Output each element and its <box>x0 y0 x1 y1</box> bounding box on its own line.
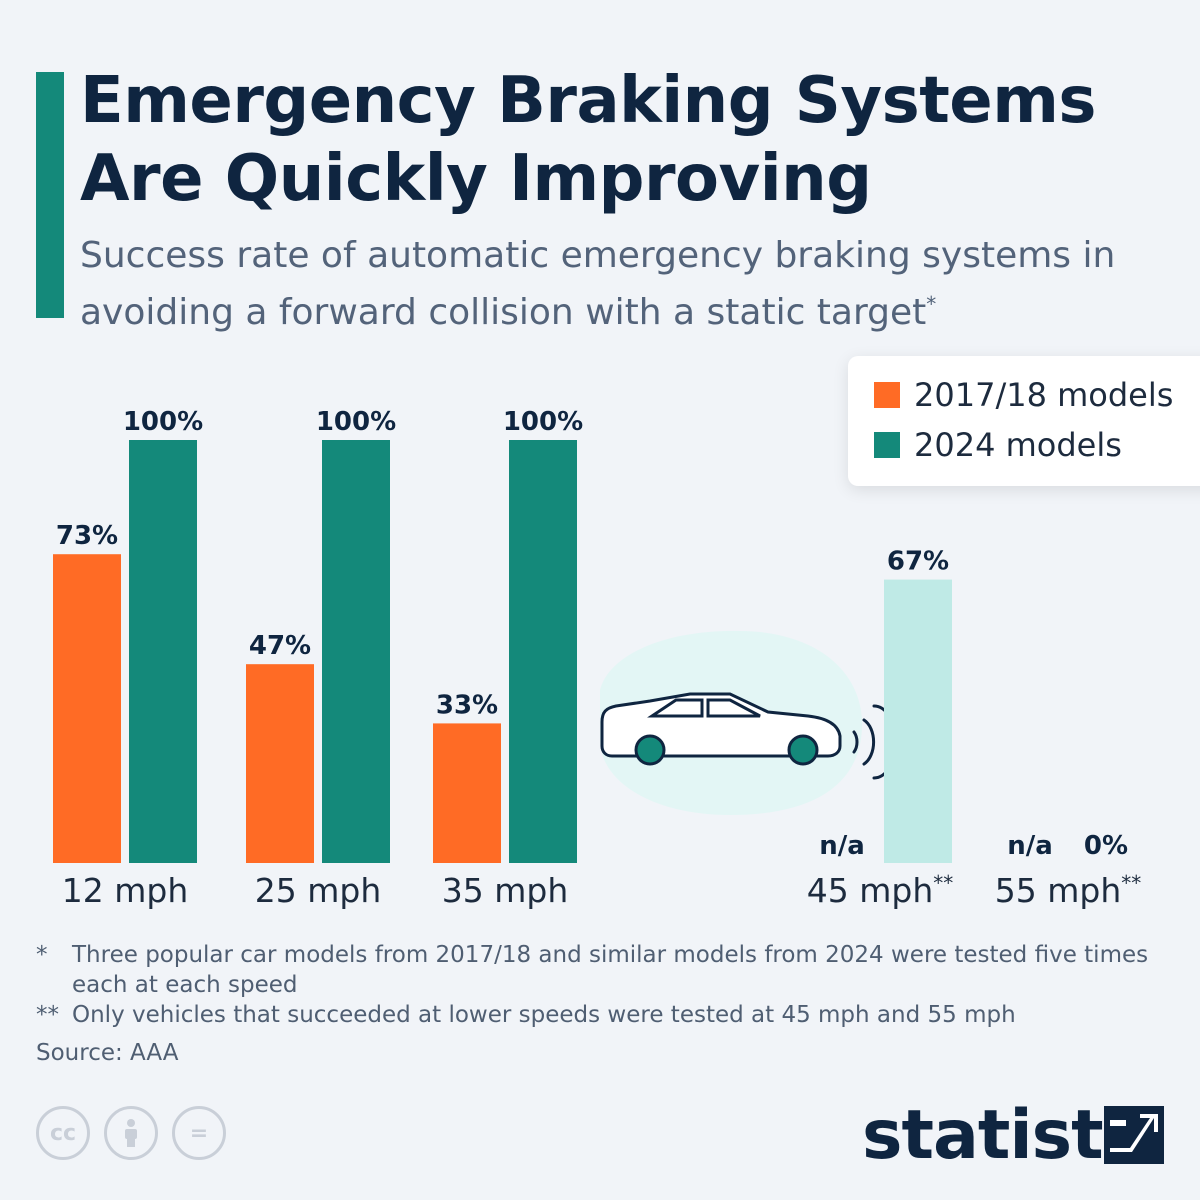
car-front-wheel <box>787 734 819 766</box>
bar-chart: 73% 100% 12 mph 47% 100% 25 mph 33% 100% 35 mph n… <box>53 407 1142 910</box>
legend-item-2024: 2024 models <box>874 426 1122 464</box>
legend-item-2017: 2017/18 models <box>874 376 1173 414</box>
car-illustration <box>600 630 898 815</box>
attribution-icon[interactable] <box>104 1106 158 1160</box>
subtitle-text: Success rate of automatic emergency brak… <box>80 235 1116 333</box>
footnote-1-text: Three popular car models from 2017/18 an… <box>72 942 1149 998</box>
data-label-2017-25-mph: 47% <box>249 631 311 661</box>
data-label-2024-55-mph: 0% <box>1084 831 1128 861</box>
statista-logo-icon[interactable] <box>1104 1106 1164 1164</box>
legend-swatch-2017 <box>874 382 900 408</box>
sensor-wave-1 <box>852 730 859 754</box>
bar-2024-45-mph <box>884 579 952 863</box>
category-label-45-mph: 45 mph** <box>807 871 954 910</box>
data-label-2017-55-mph: n/a <box>1007 831 1053 861</box>
brand-wordmark[interactable]: statista <box>862 1096 1149 1175</box>
data-label-2017-12-mph: 73% <box>56 521 118 551</box>
bar-2017-25-mph <box>246 664 314 863</box>
data-label-2017-35-mph: 33% <box>436 690 498 720</box>
car-windows <box>647 698 761 718</box>
data-label-2024-35-mph: 100% <box>503 407 583 437</box>
data-label-2017-45-mph: n/a <box>819 831 865 861</box>
car-rear-wheel <box>634 734 666 766</box>
license-icons: cc = <box>36 1106 226 1160</box>
footnote-2-text: Only vehicles that succeeded at lower sp… <box>72 1002 1016 1028</box>
category-label-55-mph: 55 mph** <box>995 871 1142 910</box>
data-label-2024-45-mph: 67% <box>887 547 949 577</box>
bar-2017-35-mph <box>433 723 501 863</box>
legend-label-2017: 2017/18 models <box>914 376 1174 414</box>
footnotes: * Three popular car models from 2017/18 … <box>36 940 1156 1068</box>
footnote-2: ** Only vehicles that succeeded at lower… <box>36 1000 1156 1030</box>
bar-2024-12-mph <box>129 440 197 863</box>
footnote-2-mark: ** <box>36 1002 59 1028</box>
no-derivatives-icon[interactable]: = <box>172 1106 226 1160</box>
footnote-1: * Three popular car models from 2017/18 … <box>36 940 1156 1000</box>
bar-2024-35-mph <box>509 440 577 863</box>
data-label-2024-12-mph: 100% <box>123 407 203 437</box>
category-label-12-mph: 12 mph <box>62 871 189 910</box>
sensor-wave-2 <box>862 718 876 766</box>
category-label-35-mph: 35 mph <box>442 871 569 910</box>
title-accent-bar <box>36 72 64 318</box>
chart-subtitle: Success rate of automatic emergency brak… <box>80 232 1180 337</box>
legend: 2017/18 models 2024 models <box>848 356 1200 486</box>
bar-2017-12-mph <box>53 554 121 863</box>
data-label-2024-25-mph: 100% <box>316 407 396 437</box>
creative-commons-icon[interactable]: cc <box>36 1106 90 1160</box>
source-note: Source: AAA <box>36 1040 179 1066</box>
person-glyph <box>125 1119 137 1147</box>
legend-label-2024: 2024 models <box>914 426 1122 464</box>
footnote-1-mark: * <box>36 942 48 968</box>
bar-2024-25-mph <box>322 440 390 863</box>
subtitle-footnote-mark: * <box>926 292 937 316</box>
chart-title: Emergency Braking Systems Are Quickly Im… <box>80 64 1096 216</box>
category-label-25-mph: 25 mph <box>255 871 382 910</box>
legend-swatch-2024 <box>874 432 900 458</box>
